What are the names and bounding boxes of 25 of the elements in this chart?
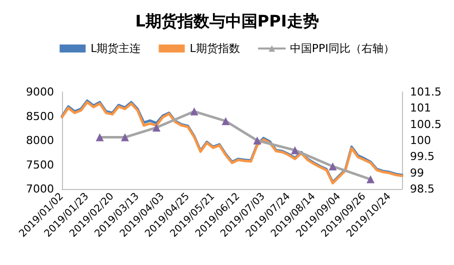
point — [290, 146, 299, 154]
y-tick-label: 8000 — [26, 134, 54, 147]
y2-tick-label: 99.5 — [410, 150, 434, 164]
point — [152, 124, 160, 132]
chart-title: L期货指数与中国PPI走势 — [135, 12, 319, 30]
legend-label: L期货指数 — [190, 42, 240, 55]
y2-tick-label: 101 — [410, 102, 431, 115]
y2-tick-label: 101.5 — [410, 86, 442, 98]
y-tick-label: 9000 — [26, 86, 54, 98]
y-tick-label: 7500 — [26, 158, 54, 172]
legend-label: 中国PPI同比（右轴） — [290, 42, 394, 55]
y-tick-label: 8500 — [26, 110, 54, 123]
point — [190, 107, 198, 116]
point — [253, 136, 262, 144]
y-tick-label: 7000 — [26, 182, 54, 196]
point — [222, 117, 230, 126]
y2-tick-label: 100.5 — [410, 118, 442, 131]
point — [96, 133, 104, 142]
legend-label: L期货主连 — [90, 42, 141, 55]
point — [328, 162, 337, 170]
y2-tick-label: 100 — [410, 134, 431, 147]
y2-tick-label: 99 — [410, 166, 424, 180]
point — [120, 133, 129, 142]
y2-tick-label: 98.5 — [410, 182, 434, 196]
point — [366, 175, 375, 184]
